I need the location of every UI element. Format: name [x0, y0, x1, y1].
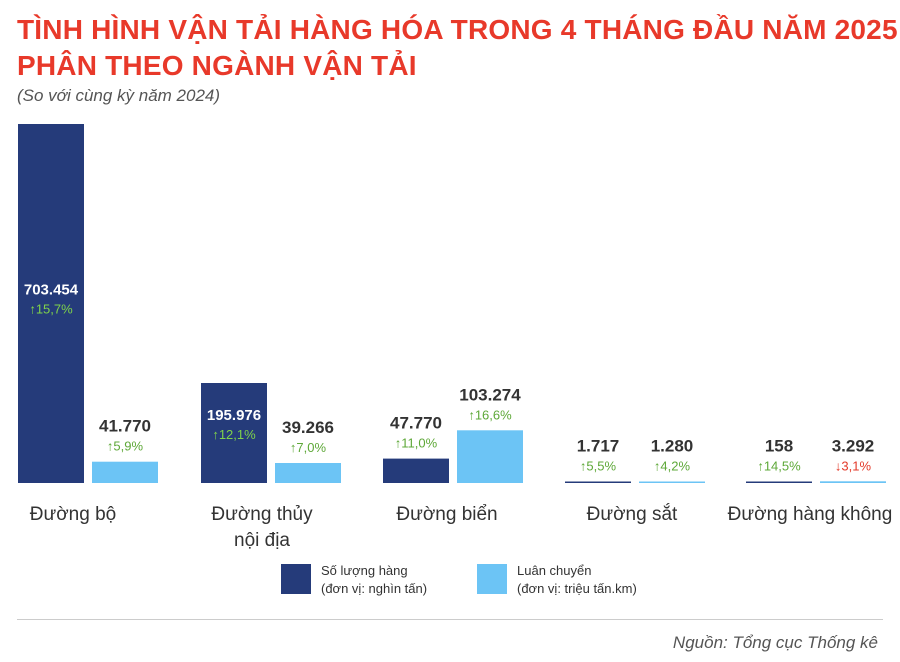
- bar-volume-3: [565, 481, 631, 483]
- category-label-2-0: Đường biển: [396, 504, 497, 525]
- change-label-turnover-4: ↓3,1%: [835, 458, 872, 473]
- change-label-turnover-2: ↑16,6%: [468, 407, 512, 422]
- chart-title: TÌNH HÌNH VẬN TẢI HÀNG HÓA TRONG 4 THÁNG…: [17, 12, 898, 84]
- value-label-volume-2: 47.770: [390, 414, 442, 433]
- bar-volume-2: [383, 458, 449, 483]
- category-label-1-1: nội địa: [234, 530, 290, 551]
- change-label-volume-1: ↑12,1%: [212, 427, 256, 442]
- legend-item-volume: Số lượng hàng (đơn vị: nghìn tấn): [281, 563, 428, 598]
- change-label-volume-4: ↑14,5%: [757, 459, 801, 474]
- value-label-volume-3: 1.717: [577, 437, 620, 456]
- value-label-volume-0: 703.454: [24, 282, 79, 299]
- legend-unit-volume: (đơn vị: nghìn tấn): [321, 581, 428, 596]
- legend-swatch-turnover: [477, 564, 507, 594]
- bar-turnover-2: [457, 430, 523, 483]
- bar-volume-1: [201, 383, 267, 483]
- source-note: Nguồn: Tổng cục Thống kê: [672, 633, 878, 652]
- category-label-3-0: Đường sắt: [587, 503, 678, 525]
- value-label-volume-4: 158: [765, 437, 793, 456]
- bar-turnover-3: [639, 481, 705, 483]
- legend-label-volume: Số lượng hàng: [321, 563, 408, 578]
- bar-volume-4: [746, 481, 812, 483]
- title-line-2: PHÂN THEO NGÀNH VẬN TẢI: [17, 50, 417, 81]
- legend-swatch-volume: [281, 564, 311, 594]
- footer-divider: [17, 619, 883, 620]
- value-label-turnover-3: 1.280: [651, 437, 694, 456]
- title-line-1: TÌNH HÌNH VẬN TẢI HÀNG HÓA TRONG 4 THÁNG…: [17, 14, 898, 45]
- legend-label-turnover: Luân chuyển: [517, 563, 592, 578]
- category-label-1-0: Đường thủy: [211, 504, 313, 525]
- legend-item-turnover: Luân chuyển (đơn vị: triệu tấn.km): [477, 563, 637, 598]
- value-label-turnover-2: 103.274: [459, 385, 521, 404]
- change-label-volume-2: ↑11,0%: [395, 436, 438, 451]
- value-label-volume-1: 195.976: [207, 407, 261, 424]
- legend-unit-turnover: (đơn vị: triệu tấn.km): [517, 581, 637, 596]
- bar-turnover-4: [820, 481, 886, 483]
- value-label-turnover-4: 3.292: [832, 436, 875, 455]
- change-label-turnover-3: ↑4,2%: [654, 459, 691, 474]
- bar-volume-0: [18, 124, 84, 483]
- change-label-turnover-0: ↑5,9%: [107, 439, 144, 454]
- value-label-turnover-1: 39.266: [282, 418, 334, 437]
- change-label-turnover-1: ↑7,0%: [290, 440, 327, 455]
- bar-chart: 703.454 ↑15,7% 195.976 ↑12,1% 47.770 ↑11,0% 1.…: [18, 124, 893, 551]
- value-label-turnover-0: 41.770: [99, 417, 151, 436]
- chart-subtitle: (So với cùng kỳ năm 2024): [17, 86, 221, 105]
- bar-turnover-0: [92, 461, 158, 483]
- category-label-4-0: Đường hàng không: [728, 504, 893, 525]
- bar-turnover-1: [275, 463, 341, 483]
- change-label-volume-0: ↑15,7%: [29, 302, 73, 317]
- category-label-0-0: Đường bộ: [30, 504, 116, 525]
- change-label-volume-3: ↑5,5%: [580, 459, 617, 474]
